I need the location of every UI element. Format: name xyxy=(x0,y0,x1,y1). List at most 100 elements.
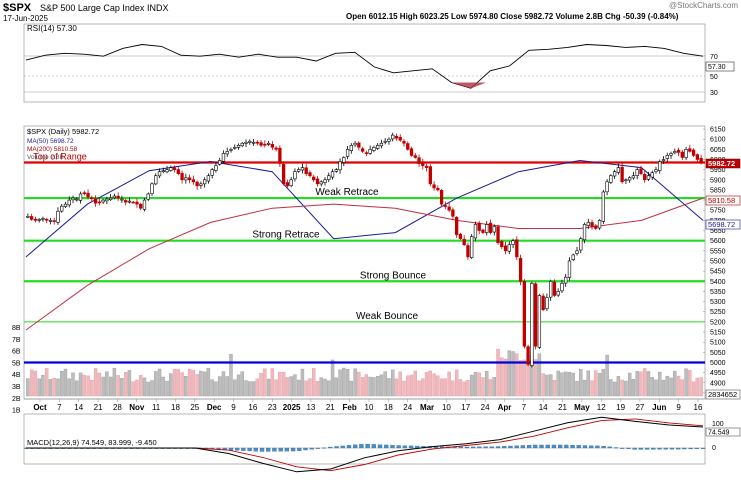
macd-panel: MACD(12,26,9) 74.549, 83.999, -9.450 100… xyxy=(23,413,741,473)
price-tick-label: 5500 xyxy=(710,258,726,265)
rsi-frame xyxy=(23,23,706,103)
volume-bar xyxy=(406,375,410,397)
price-tick-label: 5100 xyxy=(710,340,726,347)
candle-body xyxy=(63,203,68,207)
volume-bar xyxy=(52,377,56,397)
price-tick-label: 5400 xyxy=(710,279,726,286)
candle-body xyxy=(500,241,504,248)
macd-histogram-bar xyxy=(359,444,364,449)
candle-body xyxy=(82,192,86,195)
volume-bar xyxy=(172,369,177,397)
candle-body xyxy=(394,135,399,139)
volume-bar xyxy=(101,376,105,397)
candle-body xyxy=(533,283,538,347)
level-label: Strong Retrace xyxy=(252,230,320,241)
candle-body xyxy=(319,181,323,185)
x-tick-label: 21 xyxy=(558,403,567,412)
legend-ma200: MA(200) 5810.58 xyxy=(27,146,78,153)
candle-body xyxy=(240,142,244,147)
candle-body xyxy=(236,144,241,148)
volume-bar xyxy=(680,379,685,397)
candle-body xyxy=(116,195,120,199)
candle-body xyxy=(616,167,621,173)
volume-bar xyxy=(233,379,237,397)
volume-bar xyxy=(688,370,692,397)
x-tick-label: May xyxy=(574,403,590,412)
rsi-label: RSI(14) 57.30 xyxy=(27,24,77,33)
macd-histogram-bar xyxy=(371,444,376,449)
candle-body xyxy=(492,226,496,233)
candle-body xyxy=(244,141,248,144)
volume-bar xyxy=(154,371,158,397)
volume-bar xyxy=(278,371,282,397)
candle-body xyxy=(338,161,342,171)
candle-body xyxy=(654,169,658,172)
volume-bar xyxy=(248,381,252,397)
volume-bar xyxy=(428,370,433,397)
volume-bar xyxy=(157,368,162,397)
candle-body xyxy=(673,151,677,154)
price-tick-label: 5200 xyxy=(710,319,726,326)
volume-bar xyxy=(29,369,34,397)
volume-bar xyxy=(259,373,263,397)
candle-body xyxy=(323,179,327,183)
volume-bar xyxy=(210,379,214,397)
candle-body xyxy=(289,179,293,187)
candle-body xyxy=(669,153,673,156)
macd-histogram-bar xyxy=(626,447,631,449)
volume-bar xyxy=(150,380,154,397)
volume-bar xyxy=(135,379,139,397)
volume-bar xyxy=(112,367,117,397)
candle-body xyxy=(477,222,481,231)
x-tick-label: 18 xyxy=(171,403,180,412)
volume-bar xyxy=(387,378,391,397)
candle-body xyxy=(45,218,49,221)
volume-bar xyxy=(469,374,474,397)
volume-bar xyxy=(37,378,41,397)
candle-body xyxy=(139,203,143,209)
x-tick-label: Oct xyxy=(33,403,47,412)
candle-body xyxy=(330,171,335,178)
macd-histogram-bar xyxy=(377,444,383,449)
candle-body xyxy=(488,222,493,233)
candle-body xyxy=(304,167,308,174)
volume-bar xyxy=(492,377,496,397)
candle-body xyxy=(334,169,338,172)
candle-body xyxy=(541,295,545,310)
macd-label-bg xyxy=(25,439,207,447)
candle-body xyxy=(564,276,568,284)
volume-bar xyxy=(41,374,45,397)
candle-body xyxy=(383,140,387,143)
candle-body xyxy=(631,175,636,179)
x-tick-label: 21 xyxy=(326,403,335,412)
candle-body xyxy=(180,172,184,181)
candle-body xyxy=(601,191,605,222)
volume-bar xyxy=(496,348,500,397)
volume-tick-label: 7B xyxy=(12,337,21,344)
volume-bar xyxy=(97,372,102,397)
volume-bar xyxy=(473,372,478,397)
candle-body xyxy=(263,143,267,146)
price-tick-label: 5450 xyxy=(710,269,726,276)
candle-body xyxy=(60,205,64,212)
candle-body xyxy=(639,168,643,174)
macd-histogram-bar xyxy=(551,444,557,449)
volume-bar xyxy=(564,371,568,397)
rsi-marks xyxy=(25,44,704,89)
volume-bar xyxy=(108,376,113,397)
macd-histogram-bar xyxy=(365,443,370,449)
volume-bar xyxy=(458,379,463,397)
x-tick-label: 19 xyxy=(616,403,625,412)
volume-bar xyxy=(300,368,305,397)
candle-body xyxy=(466,245,470,258)
candle-body xyxy=(52,220,56,222)
macd-histogram-bar xyxy=(315,447,321,449)
candle-body xyxy=(605,181,609,193)
volume-bar xyxy=(217,376,222,397)
candle-body xyxy=(29,216,34,220)
candle-body xyxy=(424,165,429,168)
x-tick-label: Mar xyxy=(420,403,434,412)
candle-body xyxy=(680,151,684,158)
x-tick-label: 27 xyxy=(635,403,644,412)
